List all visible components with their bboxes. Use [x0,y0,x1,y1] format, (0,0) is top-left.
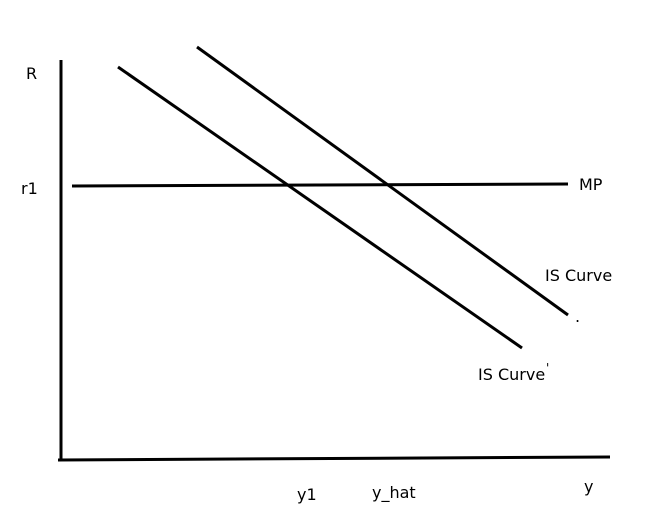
y-axis-label: R [26,64,37,83]
is-curve-line [196,45,569,317]
is-curve-shifted-label: IS Curve [478,365,545,384]
mp-label: MP [579,175,603,194]
x-axis-label: y [584,477,593,496]
y-hat-label: y_hat [372,483,416,503]
y1-label: y1 [297,485,317,504]
is-curve-shifted-line [117,65,523,350]
stray-dot: . [575,307,580,326]
horizontal-axis [57,455,611,462]
mp-line [71,182,569,188]
is-curve-label: IS Curve [545,266,612,285]
r1-label: r1 [21,179,38,198]
is-curve-shifted-prime: ' [546,361,549,375]
